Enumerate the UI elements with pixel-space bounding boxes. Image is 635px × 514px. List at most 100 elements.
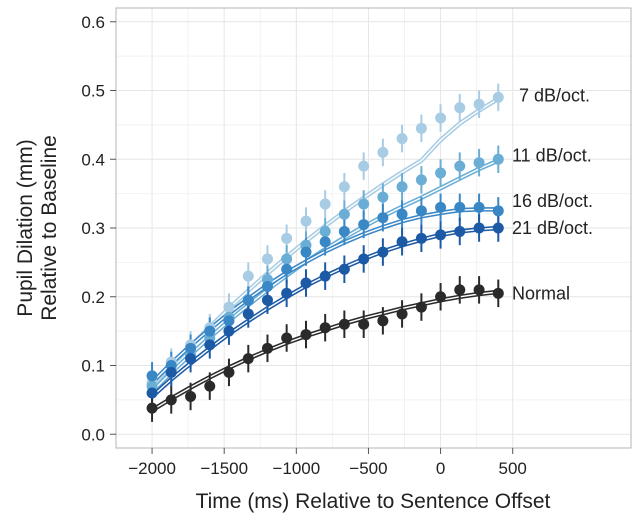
- data-point-21-db-oct: [492, 222, 504, 234]
- data-point-normal: [319, 322, 331, 334]
- data-point-normal: [377, 315, 389, 327]
- data-point-16-db-oct: [435, 201, 447, 213]
- data-point-21-db-oct: [454, 225, 466, 237]
- x-axis-title: Time (ms) Relative to Sentence Offset: [196, 490, 551, 513]
- data-point-11-db-oct: [492, 153, 504, 165]
- data-point-21-db-oct: [242, 308, 254, 320]
- data-point-normal: [396, 308, 408, 320]
- data-point-normal: [454, 284, 466, 296]
- y-tick-label: 0.2: [81, 288, 105, 307]
- data-point-normal: [338, 318, 350, 330]
- data-point-21-db-oct: [223, 325, 235, 337]
- data-point-7-db-oct: [242, 270, 254, 282]
- data-point-21-db-oct: [319, 270, 331, 282]
- data-point-16-db-oct: [338, 225, 350, 237]
- data-point-16-db-oct: [396, 208, 408, 220]
- data-point-11-db-oct: [454, 160, 466, 172]
- x-tick-label: −2000: [128, 459, 176, 478]
- data-point-16-db-oct: [223, 315, 235, 327]
- x-tick-label: 500: [499, 459, 527, 478]
- data-point-16-db-oct: [358, 219, 370, 231]
- data-point-21-db-oct: [473, 222, 485, 234]
- x-tick-label: −500: [349, 459, 387, 478]
- data-point-21-db-oct: [435, 229, 447, 241]
- y-axis-title-line-2: Relative to Baseline: [38, 135, 61, 321]
- data-point-21-db-oct: [415, 232, 427, 244]
- data-point-7-db-oct: [281, 232, 293, 244]
- y-tick-label: 0.1: [81, 357, 105, 376]
- data-point-21-db-oct: [146, 387, 158, 399]
- data-point-16-db-oct: [261, 280, 273, 292]
- data-point-16-db-oct: [185, 342, 197, 354]
- x-axis-ticks: −2000 −1500 −1000 −500 0 500: [128, 448, 527, 478]
- data-point-16-db-oct: [415, 205, 427, 217]
- data-point-21-db-oct: [204, 339, 216, 351]
- y-tick-label: 0.5: [81, 82, 105, 101]
- data-point-16-db-oct: [204, 325, 216, 337]
- data-point-16-db-oct: [492, 205, 504, 217]
- data-point-7-db-oct: [300, 215, 312, 227]
- data-point-16-db-oct: [454, 201, 466, 213]
- data-point-11-db-oct: [281, 253, 293, 265]
- data-point-normal: [146, 402, 158, 414]
- data-point-11-db-oct: [435, 167, 447, 179]
- data-point-normal: [281, 332, 293, 344]
- data-point-normal: [204, 380, 216, 392]
- data-point-normal: [185, 390, 197, 402]
- data-point-11-db-oct: [377, 191, 389, 203]
- data-point-7-db-oct: [377, 146, 389, 158]
- y-tick-label: 0.0: [81, 425, 105, 444]
- series-label-11-db-oct: 11 dB/oct.: [512, 145, 592, 165]
- data-point-11-db-oct: [319, 225, 331, 237]
- data-point-11-db-oct: [396, 181, 408, 193]
- data-point-11-db-oct: [338, 208, 350, 220]
- data-point-21-db-oct: [377, 246, 389, 258]
- x-tick-label: −1000: [272, 459, 320, 478]
- data-point-16-db-oct: [281, 263, 293, 275]
- data-point-normal: [492, 287, 504, 299]
- data-point-21-db-oct: [338, 263, 350, 275]
- series-labels: 7 dB/oct. 11 dB/oct. 16 dB/oct. 21 dB/oct. N…: [512, 85, 593, 303]
- series-label-normal: Normal: [512, 283, 570, 303]
- data-point-16-db-oct: [473, 201, 485, 213]
- y-tick-label: 0.6: [81, 13, 105, 32]
- series-label-7-db-oct: 7 dB/oct.: [519, 85, 590, 105]
- data-point-7-db-oct: [223, 301, 235, 313]
- data-point-21-db-oct: [396, 236, 408, 248]
- data-point-normal: [261, 342, 273, 354]
- data-point-normal: [165, 394, 177, 406]
- series-label-16-db-oct: 16 dB/oct.: [512, 191, 593, 211]
- data-point-11-db-oct: [473, 157, 485, 169]
- data-point-16-db-oct: [242, 294, 254, 306]
- data-point-16-db-oct: [300, 246, 312, 258]
- data-point-21-db-oct: [300, 277, 312, 289]
- y-axis-ticks: 0.0 0.1 0.2 0.3 0.4 0.5 0.6: [81, 13, 116, 444]
- data-point-21-db-oct: [185, 353, 197, 365]
- data-point-7-db-oct: [338, 181, 350, 193]
- data-point-normal: [223, 366, 235, 378]
- data-point-21-db-oct: [165, 366, 177, 378]
- data-point-7-db-oct: [435, 112, 447, 124]
- data-point-16-db-oct: [319, 236, 331, 248]
- y-tick-label: 0.4: [81, 150, 105, 169]
- data-point-16-db-oct: [146, 370, 158, 382]
- data-point-16-db-oct: [377, 212, 389, 224]
- series-label-21-db-oct: 21 dB/oct.: [512, 218, 593, 238]
- data-point-11-db-oct: [358, 198, 370, 210]
- data-point-7-db-oct: [261, 253, 273, 265]
- data-point-normal: [473, 284, 485, 296]
- data-point-normal: [358, 318, 370, 330]
- data-point-7-db-oct: [454, 102, 466, 114]
- data-point-normal: [415, 301, 427, 313]
- data-point-normal: [435, 291, 447, 303]
- data-point-normal: [300, 329, 312, 341]
- data-point-7-db-oct: [358, 160, 370, 172]
- data-point-21-db-oct: [358, 253, 370, 265]
- y-tick-label: 0.3: [81, 219, 105, 238]
- y-axis-title-line-1: Pupil Dilation (mm): [14, 139, 37, 316]
- x-tick-label: −1500: [200, 459, 248, 478]
- data-point-7-db-oct: [492, 91, 504, 103]
- data-point-11-db-oct: [415, 174, 427, 186]
- data-point-21-db-oct: [261, 294, 273, 306]
